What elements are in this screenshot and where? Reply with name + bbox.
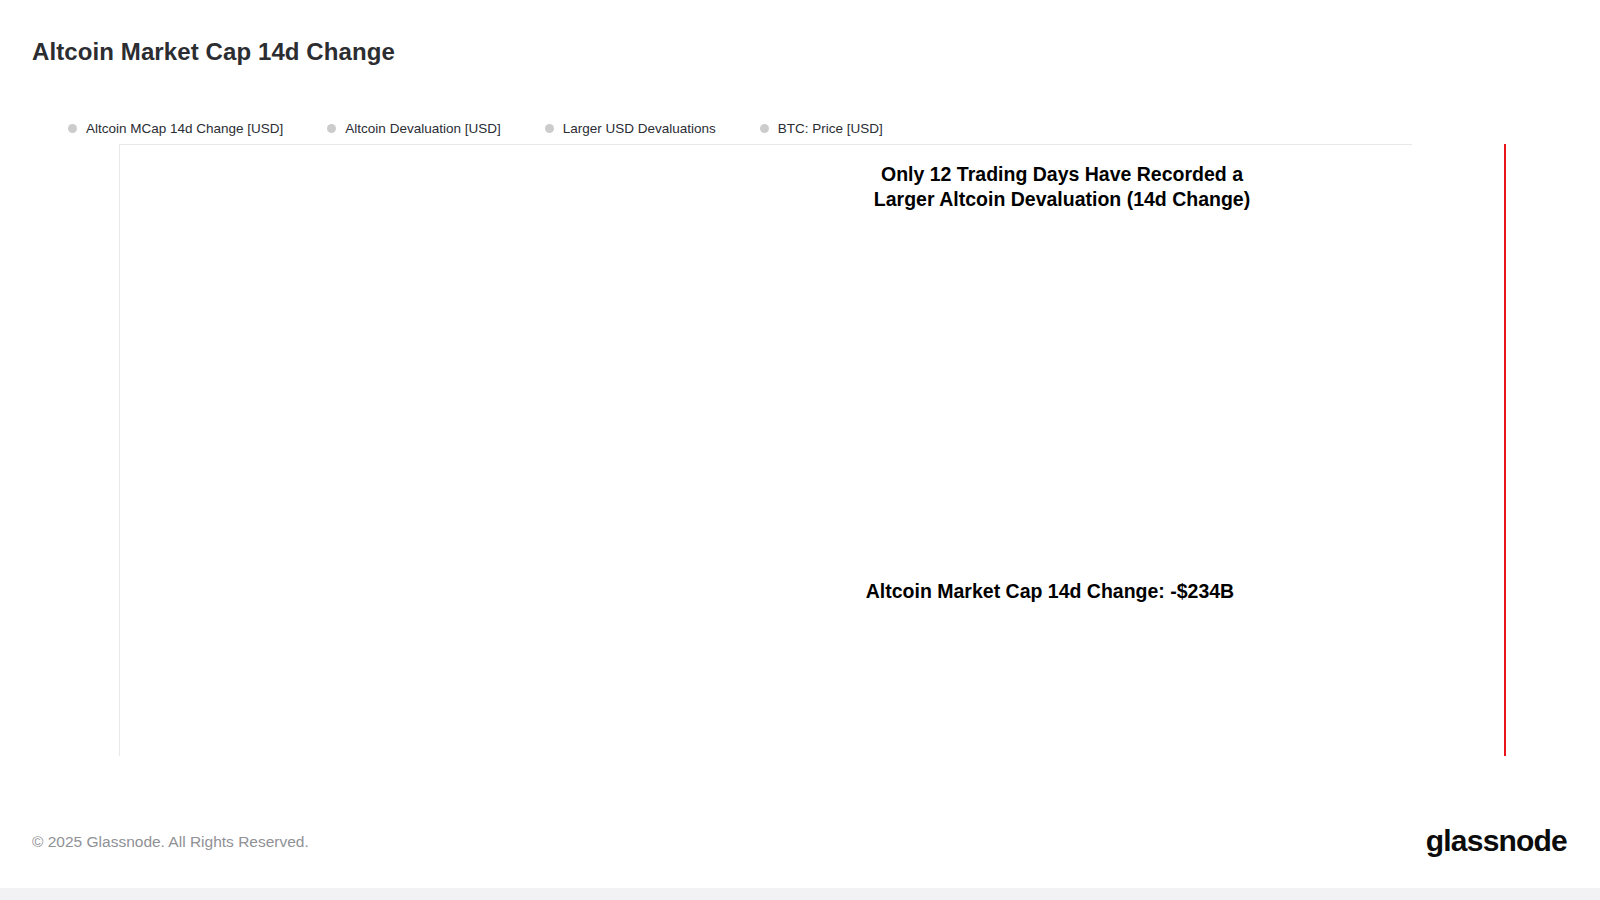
legend-dot-gray-icon [760,124,769,133]
legend-item-btc-price[interactable]: BTC: Price [USD] [760,121,883,136]
legend-label: Altcoin Devaluation [USD] [345,121,500,136]
chart-plot-canvas[interactable] [119,144,1412,756]
window-bottom-edge [0,888,1600,900]
page-title: Altcoin Market Cap 14d Change [32,38,395,66]
legend-item-larger-devaluations[interactable]: Larger USD Devaluations [545,121,716,136]
devaluation-annotation-line2: Larger Altcoin Devaluation (14d Change) [842,187,1282,212]
current-change-annotation: Altcoin Market Cap 14d Change: -$234B [820,580,1280,603]
glassnode-logo: glassnode [1426,824,1567,858]
legend-item-altcoin-devaluation[interactable]: Altcoin Devaluation [USD] [327,121,500,136]
chart-legend: Altcoin MCap 14d Change [USD] Altcoin De… [68,121,883,136]
devaluation-annotation-line1: Only 12 Trading Days Have Recorded a [842,162,1282,187]
legend-label: Altcoin MCap 14d Change [USD] [86,121,283,136]
copyright-text: © 2025 Glassnode. All Rights Reserved. [32,833,309,851]
glassnode-chart-page: Altcoin Market Cap 14d Change Altcoin MC… [0,0,1600,900]
legend-dot-red-icon [545,124,554,133]
devaluation-annotation: Only 12 Trading Days Have Recorded a Lar… [842,162,1282,212]
legend-label: Larger USD Devaluations [563,121,716,136]
legend-dot-orange-icon [68,124,77,133]
legend-label: BTC: Price [USD] [778,121,883,136]
legend-dot-blue-icon [327,124,336,133]
devaluation-count-axis-line [1504,144,1506,756]
legend-item-altcoin-mcap-change[interactable]: Altcoin MCap 14d Change [USD] [68,121,283,136]
